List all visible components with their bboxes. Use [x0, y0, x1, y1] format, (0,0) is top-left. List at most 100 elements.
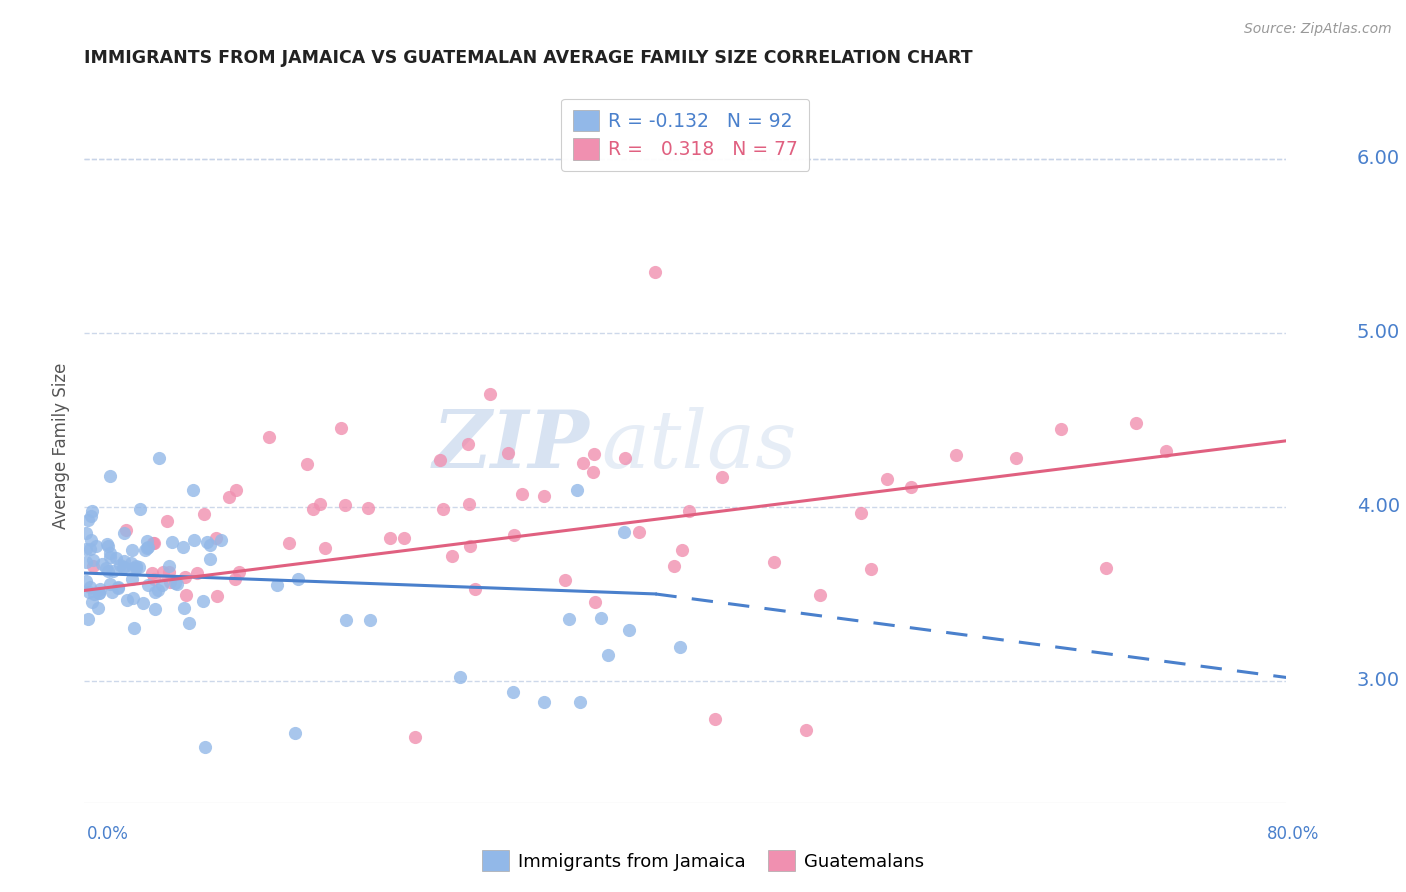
- Point: [179, 616, 201, 631]
- Point: [195, 534, 218, 549]
- Point: [150, 578, 173, 592]
- Point: [392, 531, 415, 545]
- Point: [794, 723, 817, 737]
- Point: [186, 566, 208, 581]
- Point: [198, 552, 221, 566]
- Point: [157, 559, 180, 574]
- Point: [502, 528, 524, 542]
- Point: [583, 595, 606, 609]
- Point: [115, 592, 138, 607]
- Point: [205, 589, 228, 603]
- Point: [479, 386, 502, 401]
- Point: [174, 569, 197, 583]
- Text: atlas: atlas: [602, 408, 797, 484]
- Point: [83, 587, 105, 601]
- Point: [440, 549, 463, 563]
- Point: [900, 480, 922, 494]
- Point: [162, 534, 184, 549]
- Text: 5.00: 5.00: [1357, 324, 1400, 343]
- Point: [82, 553, 104, 567]
- Point: [77, 584, 100, 599]
- Point: [112, 554, 135, 568]
- Point: [77, 612, 100, 626]
- Point: [224, 573, 246, 587]
- Point: [510, 487, 533, 501]
- Text: Source: ZipAtlas.com: Source: ZipAtlas.com: [1244, 22, 1392, 37]
- Point: [432, 502, 454, 516]
- Point: [533, 694, 555, 708]
- Point: [704, 712, 727, 726]
- Point: [277, 535, 299, 549]
- Point: [218, 490, 240, 504]
- Point: [159, 575, 181, 590]
- Point: [172, 540, 194, 554]
- Point: [309, 497, 332, 511]
- Point: [143, 585, 166, 599]
- Point: [157, 565, 180, 579]
- Point: [183, 533, 205, 547]
- Point: [194, 740, 217, 755]
- Point: [533, 489, 555, 503]
- Point: [112, 525, 135, 540]
- Point: [1156, 444, 1178, 458]
- Point: [135, 541, 157, 555]
- Text: 4.00: 4.00: [1357, 498, 1400, 516]
- Y-axis label: Average Family Size: Average Family Size: [52, 363, 70, 529]
- Point: [763, 555, 786, 569]
- Point: [111, 559, 134, 574]
- Point: [357, 501, 380, 516]
- Point: [259, 430, 281, 444]
- Point: [166, 577, 188, 591]
- Point: [77, 513, 100, 527]
- Text: 0.0%: 0.0%: [87, 825, 129, 843]
- Point: [589, 611, 612, 625]
- Point: [94, 561, 117, 575]
- Point: [75, 526, 97, 541]
- Point: [193, 594, 215, 608]
- Point: [181, 483, 204, 498]
- Point: [136, 578, 159, 592]
- Point: [225, 483, 247, 497]
- Point: [449, 671, 471, 685]
- Point: [96, 537, 118, 551]
- Point: [100, 469, 122, 483]
- Point: [114, 560, 136, 574]
- Point: [79, 542, 101, 557]
- Point: [75, 574, 97, 588]
- Point: [228, 566, 250, 580]
- Point: [860, 562, 883, 576]
- Point: [143, 535, 166, 549]
- Point: [849, 506, 872, 520]
- Point: [266, 578, 288, 592]
- Point: [114, 523, 136, 537]
- Point: [193, 507, 215, 521]
- Point: [173, 601, 195, 615]
- Point: [1050, 421, 1073, 435]
- Point: [330, 421, 353, 435]
- Point: [295, 457, 318, 471]
- Point: [380, 531, 402, 545]
- Point: [80, 508, 103, 523]
- Text: 3.00: 3.00: [1357, 672, 1400, 690]
- Point: [107, 581, 129, 595]
- Text: ZIP: ZIP: [433, 408, 589, 484]
- Point: [89, 582, 111, 597]
- Point: [120, 556, 142, 570]
- Point: [141, 566, 163, 580]
- Point: [89, 586, 111, 600]
- Point: [458, 539, 481, 553]
- Point: [98, 577, 121, 591]
- Legend: R = -0.132   N = 92, R =   0.318   N = 77: R = -0.132 N = 92, R = 0.318 N = 77: [561, 99, 810, 171]
- Point: [146, 582, 169, 597]
- Point: [619, 624, 641, 638]
- Point: [496, 446, 519, 460]
- Text: 80.0%: 80.0%: [1267, 825, 1319, 843]
- Point: [104, 551, 127, 566]
- Point: [142, 572, 165, 586]
- Point: [148, 451, 170, 466]
- Point: [101, 564, 124, 578]
- Point: [644, 265, 666, 279]
- Point: [134, 542, 156, 557]
- Point: [710, 470, 733, 484]
- Point: [808, 588, 831, 602]
